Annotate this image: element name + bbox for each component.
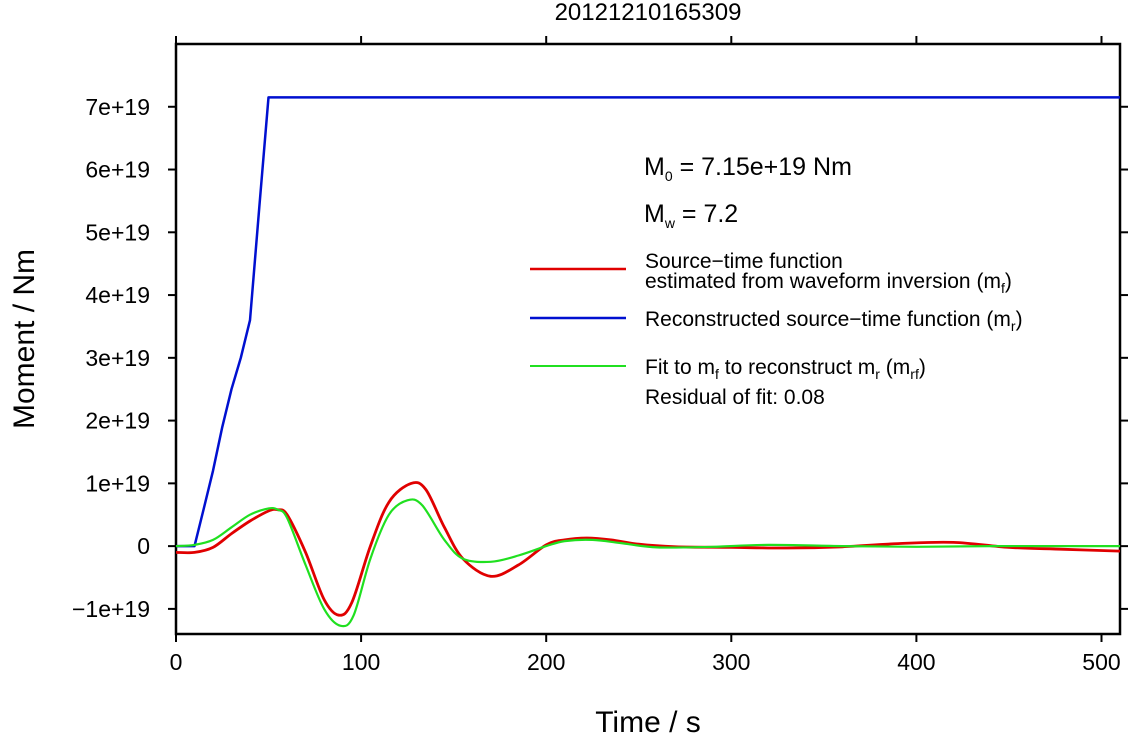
annotation-residual: Residual of fit: 0.08 [645,386,825,409]
y-tick-label: 6e+19 [85,157,150,183]
x-tick-label: 500 [1082,649,1120,675]
x-tick-label: 100 [342,649,380,675]
y-tick-label: 7e+19 [85,94,150,120]
legend: Source−time function estimated from wave… [530,250,1023,409]
y-tick-label: 5e+19 [85,219,150,245]
plot-frame [174,42,1122,636]
x-tick-label: 200 [527,649,565,675]
y-tick-label: 3e+19 [85,345,150,371]
x-tick-label: 0 [170,649,183,675]
y-tick-label: 0 [137,533,150,559]
ticks-layer: 0 100 200 300 400 500 −1e+19 0 1e+19 2e+19 3e+19 4e… [72,36,1128,675]
y-tick-label: 4e+19 [85,282,150,308]
legend-label-green: Fit to mf to reconstruct mr (mrf) [645,356,926,382]
y-tick-label: 1e+19 [85,470,150,496]
x-tick-label: 400 [897,649,935,675]
x-tick-label: 300 [712,649,750,675]
y-axis-title: Moment / Nm [8,249,41,429]
y-tick-label: 2e+19 [85,408,150,434]
y-tick-label: −1e+19 [72,596,150,622]
legend-label-red-line2: estimated from waveform inversion (mf) [645,270,1012,296]
series-line-blue [176,96,1120,548]
series-layer [175,96,1121,628]
chart-title: 20121210165309 [555,0,742,26]
annotation-m0: M0 = 7.15e+19 Nm [644,153,852,184]
annotation-mw: Mw = 7.2 [644,200,738,231]
legend-label-blue: Reconstructed source−time function (mr) [645,308,1023,334]
series-line-green [175,498,1120,628]
x-axis-title: Time / s [595,706,701,734]
legend-label-red-line1: Source−time function [645,250,843,273]
